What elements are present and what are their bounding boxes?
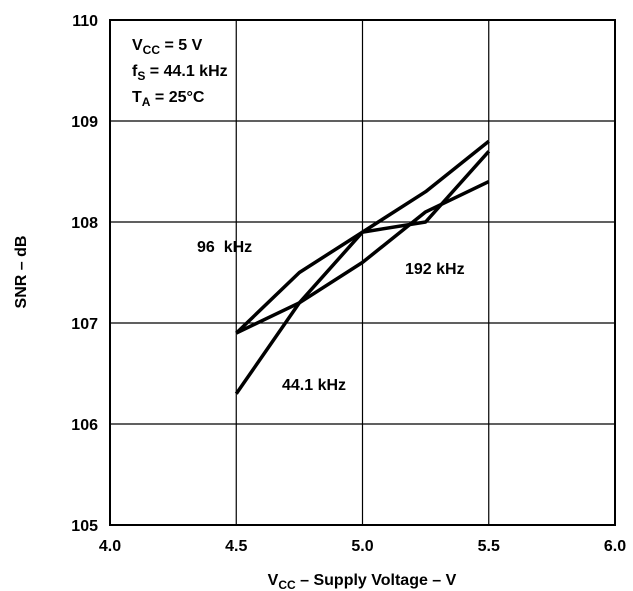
series-line-44-1khz [234,150,491,395]
series-lines [234,139,491,395]
y-tick-label: 110 [72,13,98,30]
y-tick-label: 106 [71,417,98,434]
x-tick-label: 6.0 [604,538,626,555]
y-tick-label: 108 [71,215,98,232]
x-tick-label: 4.5 [225,538,247,555]
y-tick-labels: 105 106 107 108 109 110 [71,13,98,535]
series-label-96khz: 96 kHz [197,239,252,256]
y-tick-label: 105 [71,518,98,535]
x-tick-label: 5.5 [478,538,500,555]
series-label-192khz: 192 kHz [405,261,465,278]
condition-vcc: VCC = 5 V [132,37,203,57]
x-tick-label: 5.0 [351,538,373,555]
series-line-192khz [235,180,490,335]
y-axis-label: SNR – dB [13,236,30,309]
y-tick-label: 109 [71,114,98,131]
x-axis-label: VCC – Supply Voltage – V [268,572,457,591]
x-tick-label: 4.0 [99,538,121,555]
test-conditions: VCC = 5 V fS = 44.1 kHz TA = 25°C [132,37,228,109]
x-tick-labels: 4.0 4.5 5.0 5.5 6.0 [99,538,626,555]
y-tick-label: 107 [71,316,98,333]
condition-ta: TA = 25°C [132,89,205,109]
series-label-44-1khz: 44.1 kHz [282,377,346,394]
plot-frame [109,19,616,526]
condition-fs: fS = 44.1 kHz [132,63,228,83]
